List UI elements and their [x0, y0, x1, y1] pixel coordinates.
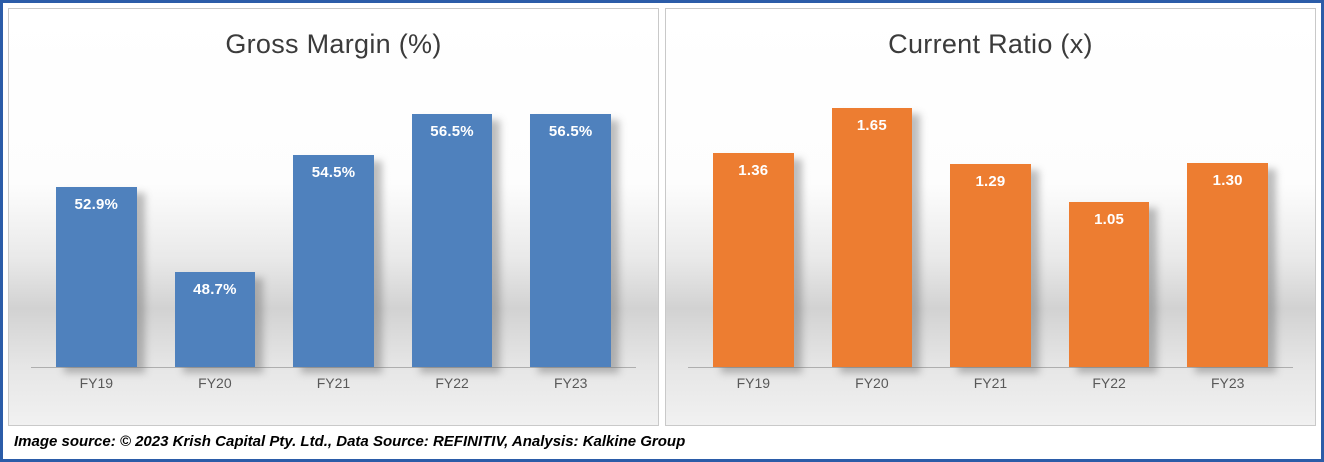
category-label-fy23: FY23	[1210, 375, 1245, 391]
gross-margin-chart: Gross Margin (%) 52.9% 48.7% 54.5% 56.5% 56.…	[8, 8, 659, 426]
bar-value-label: 52.9%	[74, 196, 119, 214]
source-caption: Image source: © 2023 Krish Capital Pty. …	[8, 426, 1316, 459]
current-ratio-title: Current Ratio (x)	[888, 29, 1093, 59]
gross-margin-plot: 52.9% 48.7% 54.5% 56.5% 56.5%	[31, 84, 636, 368]
category-label-fy19: FY19	[736, 375, 771, 391]
bar-value-label: 54.5%	[311, 163, 356, 181]
bar-fy23: 1.30	[1187, 162, 1268, 367]
bar-column-fy22: 56.5%	[393, 84, 512, 367]
bar-column-fy21: 1.29	[931, 84, 1050, 367]
bar-value-label: 56.5%	[548, 123, 593, 141]
current-ratio-x-axis: FY19 FY20 FY21 FY22 FY23	[688, 368, 1293, 400]
category-label-fy22: FY22	[435, 375, 469, 391]
category-label-fy23: FY23	[553, 375, 588, 391]
category-label-fy20: FY20	[855, 375, 889, 391]
bar-value-label: 1.65	[856, 116, 887, 134]
charts-row: Gross Margin (%) 52.9% 48.7% 54.5% 56.5% 56.…	[8, 8, 1316, 426]
category-label-fy22: FY22	[1092, 375, 1126, 391]
bar-fy22: 1.05	[1068, 202, 1150, 367]
bar-column-fy20: 48.7%	[156, 84, 275, 367]
bar-column-fy19: 52.9%	[37, 84, 156, 367]
bar-column-fy23: 56.5%	[511, 84, 630, 367]
bar-fy23: 56.5%	[530, 114, 611, 367]
bar-value-label: 1.36	[738, 162, 769, 180]
gross-margin-x-axis: FY19 FY20 FY21 FY22 FY23	[31, 368, 636, 400]
current-ratio-plot: 1.36 1.65 1.29 1.05 1.30	[688, 84, 1293, 368]
current-ratio-chart: Current Ratio (x) 1.36 1.65 1.29 1.05 1.30 F…	[665, 8, 1316, 426]
category-label-fy20: FY20	[198, 375, 232, 391]
bar-fy19: 1.36	[712, 153, 794, 367]
bar-fy22: 56.5%	[411, 114, 493, 367]
bar-value-label: 48.7%	[193, 280, 237, 298]
bar-column-fy21: 54.5%	[274, 84, 393, 367]
bar-column-fy19: 1.36	[694, 84, 813, 367]
bar-fy21: 54.5%	[293, 154, 374, 367]
bar-value-label: 1.29	[975, 173, 1006, 191]
bar-value-label: 1.30	[1212, 171, 1243, 189]
bar-fy20: 1.65	[831, 107, 913, 367]
gross-margin-title: Gross Margin (%)	[225, 29, 442, 59]
bar-column-fy23: 1.30	[1168, 84, 1287, 367]
category-label-fy21: FY21	[973, 375, 1008, 391]
bar-fy21: 1.29	[950, 164, 1031, 367]
bar-value-label: 1.05	[1094, 211, 1125, 229]
category-label-fy19: FY19	[79, 375, 114, 391]
bar-fy19: 52.9%	[55, 187, 137, 367]
bar-value-label: 56.5%	[430, 123, 474, 141]
category-label-fy21: FY21	[316, 375, 351, 391]
bar-fy20: 48.7%	[174, 271, 256, 367]
bar-column-fy22: 1.05	[1050, 84, 1169, 367]
bar-column-fy20: 1.65	[813, 84, 932, 367]
